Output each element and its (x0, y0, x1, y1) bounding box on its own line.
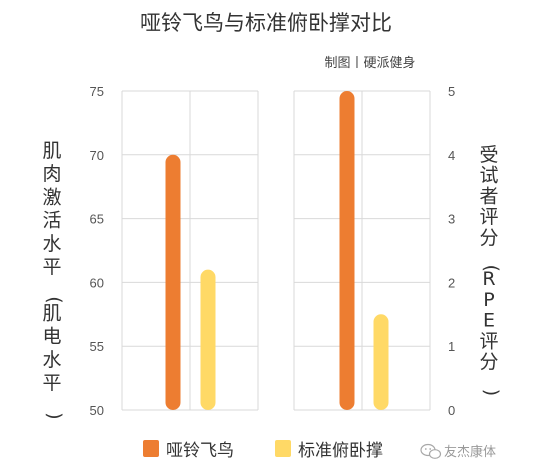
right-tick-label: 0 (448, 403, 455, 418)
legend-swatch-dumbbell-fly (143, 440, 159, 457)
right-bar-standard-pushup (373, 314, 389, 410)
right-bar-dumbbell-fly (339, 91, 355, 410)
left-tick-label: 60 (90, 275, 104, 290)
right-axis-label: 受试者评分(R P E 评分) (479, 144, 502, 396)
left-tick-label: 55 (90, 339, 104, 354)
right-tick-label: 2 (448, 275, 455, 290)
legend-label-dumbbell-fly: 哑铃飞鸟 (166, 441, 234, 461)
left-tick-label: 75 (90, 84, 104, 99)
right-tick-label: 5 (448, 84, 455, 99)
left-axis-label: 肌肉激活水平(肌电水平) (42, 140, 65, 420)
left-bar-dumbbell-fly (165, 154, 181, 410)
rpe-score-panel: 0 1 2 3 4 5 (293, 84, 455, 418)
chart-title: 哑铃飞鸟与标准俯卧撑对比 (140, 11, 392, 35)
legend-swatch-standard-pushup (275, 440, 291, 457)
wechat-icon (420, 443, 442, 459)
credit-text: 制图丨硬派健身 (324, 55, 415, 71)
left-tick-label: 65 (90, 212, 104, 227)
watermark: 友杰康体 (420, 443, 496, 460)
muscle-activation-panel: 50 55 60 65 70 75 (90, 84, 259, 418)
left-tick-label: 70 (90, 148, 104, 163)
right-tick-label: 3 (448, 212, 455, 227)
left-bar-standard-pushup (200, 269, 216, 410)
watermark-text: 友杰康体 (444, 444, 496, 460)
right-tick-label: 4 (448, 148, 455, 163)
legend: 哑铃飞鸟 标准俯卧撑 (143, 440, 383, 461)
left-tick-label: 50 (90, 403, 104, 418)
legend-label-standard-pushup: 标准俯卧撑 (298, 441, 383, 461)
right-tick-label: 1 (448, 339, 455, 354)
